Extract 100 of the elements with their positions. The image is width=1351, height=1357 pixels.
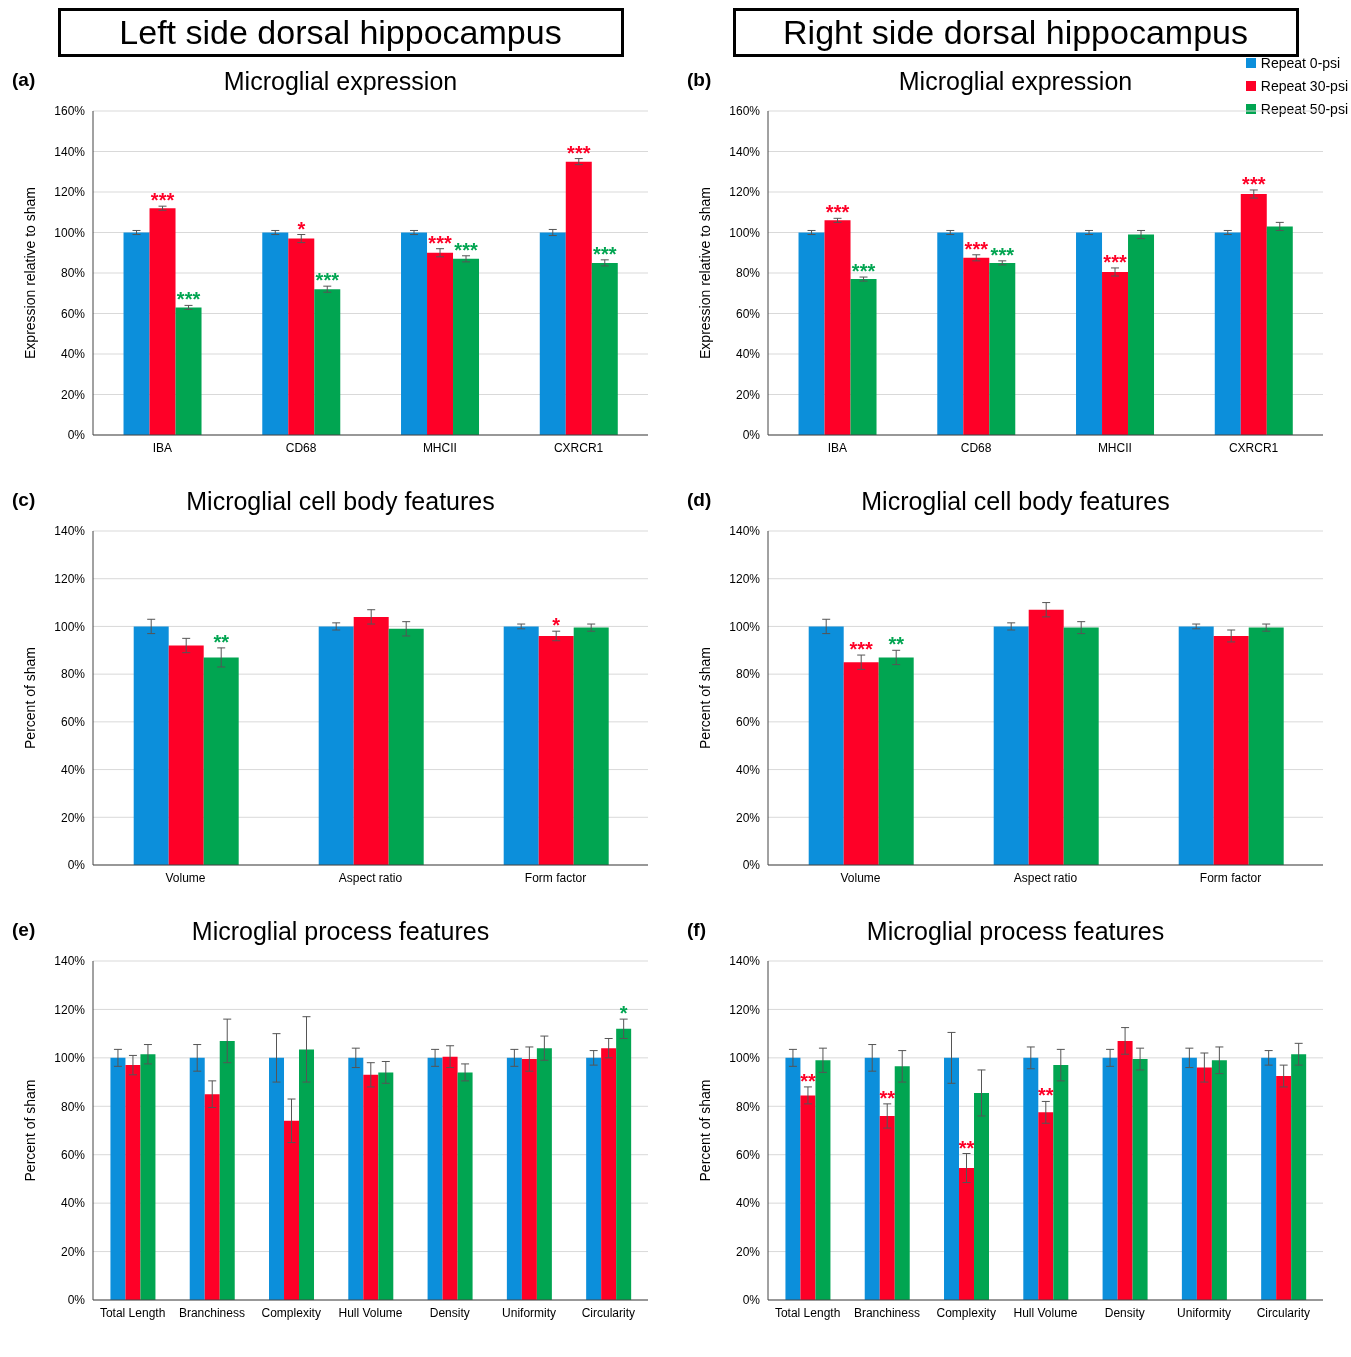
bar <box>442 1056 458 1300</box>
y-tick-label: 60% <box>735 1147 761 1162</box>
bar <box>1181 1057 1197 1300</box>
y-tick-label: 80% <box>60 266 86 281</box>
x-tick-label: MHCII <box>1097 440 1132 455</box>
bar <box>521 1059 537 1300</box>
y-tick-label: 0% <box>67 1293 86 1308</box>
data-label: *** <box>454 238 478 261</box>
y-tick-label: 120% <box>54 185 86 200</box>
bar <box>189 1057 205 1300</box>
chart-title: Microglial process features <box>191 917 490 945</box>
bar <box>203 657 239 865</box>
data-label: * <box>552 614 561 637</box>
x-tick-label: CD68 <box>285 440 317 455</box>
bar <box>1053 1065 1069 1300</box>
chart-title: Microglial cell body features <box>861 487 1170 515</box>
bar <box>894 1066 910 1300</box>
bar <box>959 1168 975 1300</box>
bar <box>123 232 150 435</box>
bar <box>1266 226 1293 435</box>
y-tick-label: 140% <box>54 524 86 539</box>
y-tick-label: 20% <box>60 1244 86 1259</box>
data-label: ** <box>958 1136 975 1159</box>
y-tick-label: 0% <box>67 428 86 443</box>
bar <box>110 1057 126 1300</box>
bar <box>878 657 914 865</box>
y-tick-label: 120% <box>729 185 761 200</box>
y-tick-label: 120% <box>54 571 86 586</box>
y-tick-label: 80% <box>735 266 761 281</box>
text: Right side dorsal hippocampus <box>783 13 1248 51</box>
x-tick-label: Density <box>1104 1305 1145 1320</box>
legend-label: Repeat 0-psi <box>1259 55 1342 71</box>
bar <box>879 1115 895 1300</box>
bar <box>573 627 609 865</box>
y-tick-label: 120% <box>729 571 761 586</box>
text: (c) <box>12 489 36 511</box>
y-tick-label: 40% <box>60 762 86 777</box>
bar <box>601 1048 617 1300</box>
y-tick-label: 40% <box>735 1196 761 1211</box>
bar <box>974 1092 990 1300</box>
bar <box>1023 1057 1039 1300</box>
x-tick-label: Branchiness <box>178 1305 245 1320</box>
y-tick-label: 60% <box>60 1147 86 1162</box>
y-axis-title: Expression relative to sham <box>696 187 713 359</box>
y-tick-label: 140% <box>54 954 86 969</box>
bar <box>989 262 1016 435</box>
x-tick-label: CD68 <box>960 440 992 455</box>
y-tick-label: 60% <box>60 306 86 321</box>
x-tick-label: Complexity <box>261 1305 321 1320</box>
x-tick-label: Uniformity <box>502 1305 557 1320</box>
y-tick-label: 160% <box>729 104 761 119</box>
data-label: *** <box>851 260 876 283</box>
bar <box>800 1095 816 1300</box>
bar <box>388 628 424 865</box>
bar <box>133 626 169 865</box>
y-tick-label: 60% <box>735 715 761 730</box>
y-tick-label: 40% <box>60 1196 86 1211</box>
bar <box>1128 234 1155 435</box>
bar <box>353 616 389 865</box>
x-tick-label: Density <box>429 1305 470 1320</box>
bar <box>1211 1060 1227 1300</box>
data-label: * <box>619 1002 628 1025</box>
bar <box>378 1072 394 1300</box>
bar <box>262 232 289 435</box>
y-axis-title: Percent of sham <box>696 647 713 749</box>
chart-title: Microglial process features <box>866 917 1165 945</box>
text: Left side dorsal hippocampus <box>57 8 624 57</box>
bar <box>149 208 176 435</box>
y-tick-label: 100% <box>54 1051 86 1066</box>
y-tick-label: 20% <box>60 810 86 825</box>
y-tick-label: 20% <box>60 387 86 402</box>
text: (d) <box>687 489 712 511</box>
y-tick-label: 60% <box>735 306 761 321</box>
bar <box>1063 627 1099 865</box>
bar <box>269 1057 285 1300</box>
data-label: *** <box>150 189 175 212</box>
bar <box>1117 1040 1133 1300</box>
y-tick-label: 140% <box>729 144 761 159</box>
bar <box>591 262 618 435</box>
text: (a) <box>12 69 36 91</box>
y-axis-title: Percent of sham <box>21 647 38 749</box>
x-tick-label: Form factor <box>524 870 587 885</box>
y-tick-label: 40% <box>60 347 86 362</box>
data-label: *** <box>315 269 340 292</box>
x-tick-label: Volume <box>840 870 881 885</box>
x-tick-label: Aspect ratio <box>338 870 403 885</box>
bar <box>140 1054 156 1300</box>
bar <box>1240 194 1267 435</box>
bar <box>427 252 454 435</box>
text: (e) <box>12 919 36 941</box>
y-tick-label: 140% <box>729 524 761 539</box>
x-tick-label: Form factor <box>1199 870 1262 885</box>
data-label: *** <box>176 288 201 311</box>
bar <box>785 1057 801 1300</box>
x-tick-label: MHCII <box>422 440 457 455</box>
legend-label: Repeat 50-psi <box>1259 101 1348 117</box>
x-tick-label: Total Length <box>99 1305 166 1320</box>
x-tick-label: IBA <box>152 440 173 455</box>
y-tick-label: 100% <box>54 225 86 240</box>
y-tick-label: 20% <box>735 1244 761 1259</box>
